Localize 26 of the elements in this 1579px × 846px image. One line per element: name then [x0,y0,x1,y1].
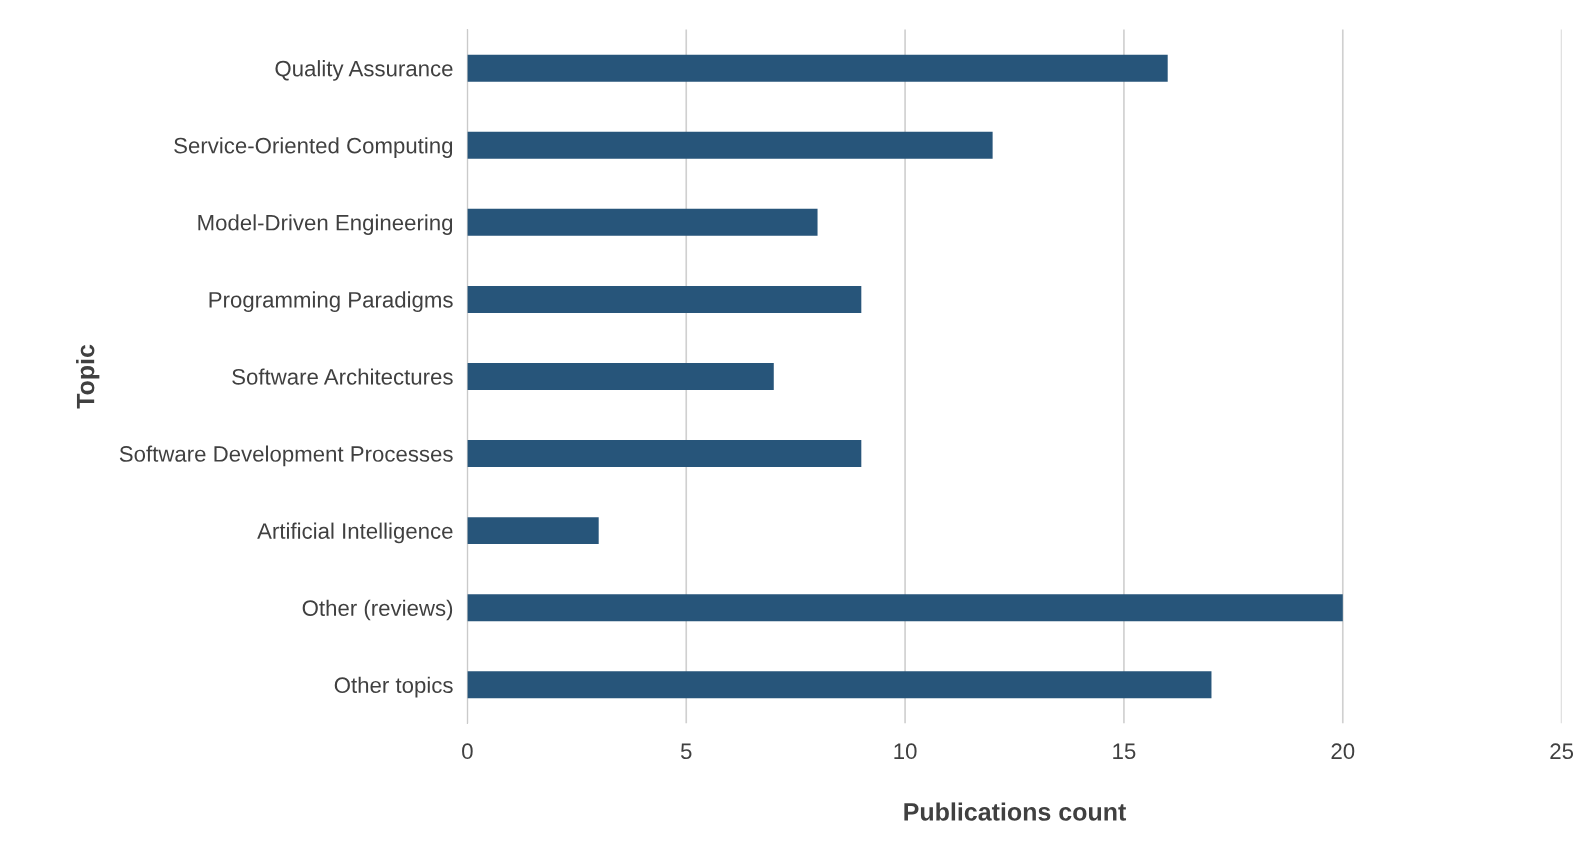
y-tick-label: Service-Oriented Computing [174,137,453,158]
y-tick-label: Other topics [334,676,453,698]
bar [467,285,862,313]
y-tick-label: Artificial Intelligence [257,522,453,544]
bar [467,131,993,159]
y-tick-label: Programming Paradigms [209,291,453,313]
bar [467,671,1212,699]
y-tick-label: Model-Driven Engineering [198,214,453,235]
x-tick-label: 0 [462,743,473,760]
y-tick-label: Quality Assurance [275,60,453,81]
bar [467,594,1343,622]
x-axis-title: Publications count [904,802,1127,821]
x-tick-label: 25 [1550,743,1574,760]
y-tick-label: Software Development Processes [119,445,453,467]
x-tick-label: 20 [1331,743,1355,760]
bar [467,54,1168,82]
x-tick-label: 5 [680,743,692,760]
bar [467,517,599,545]
x-tick-label: 15 [1113,743,1136,760]
y-tick-label: Software Architectures [232,368,453,385]
bar [467,362,774,390]
y-axis-title: Topic [76,344,100,409]
bar [467,208,818,236]
bar [467,440,862,468]
y-tick-label: Other (reviews) [302,599,453,621]
x-tick-label: 10 [894,743,917,760]
